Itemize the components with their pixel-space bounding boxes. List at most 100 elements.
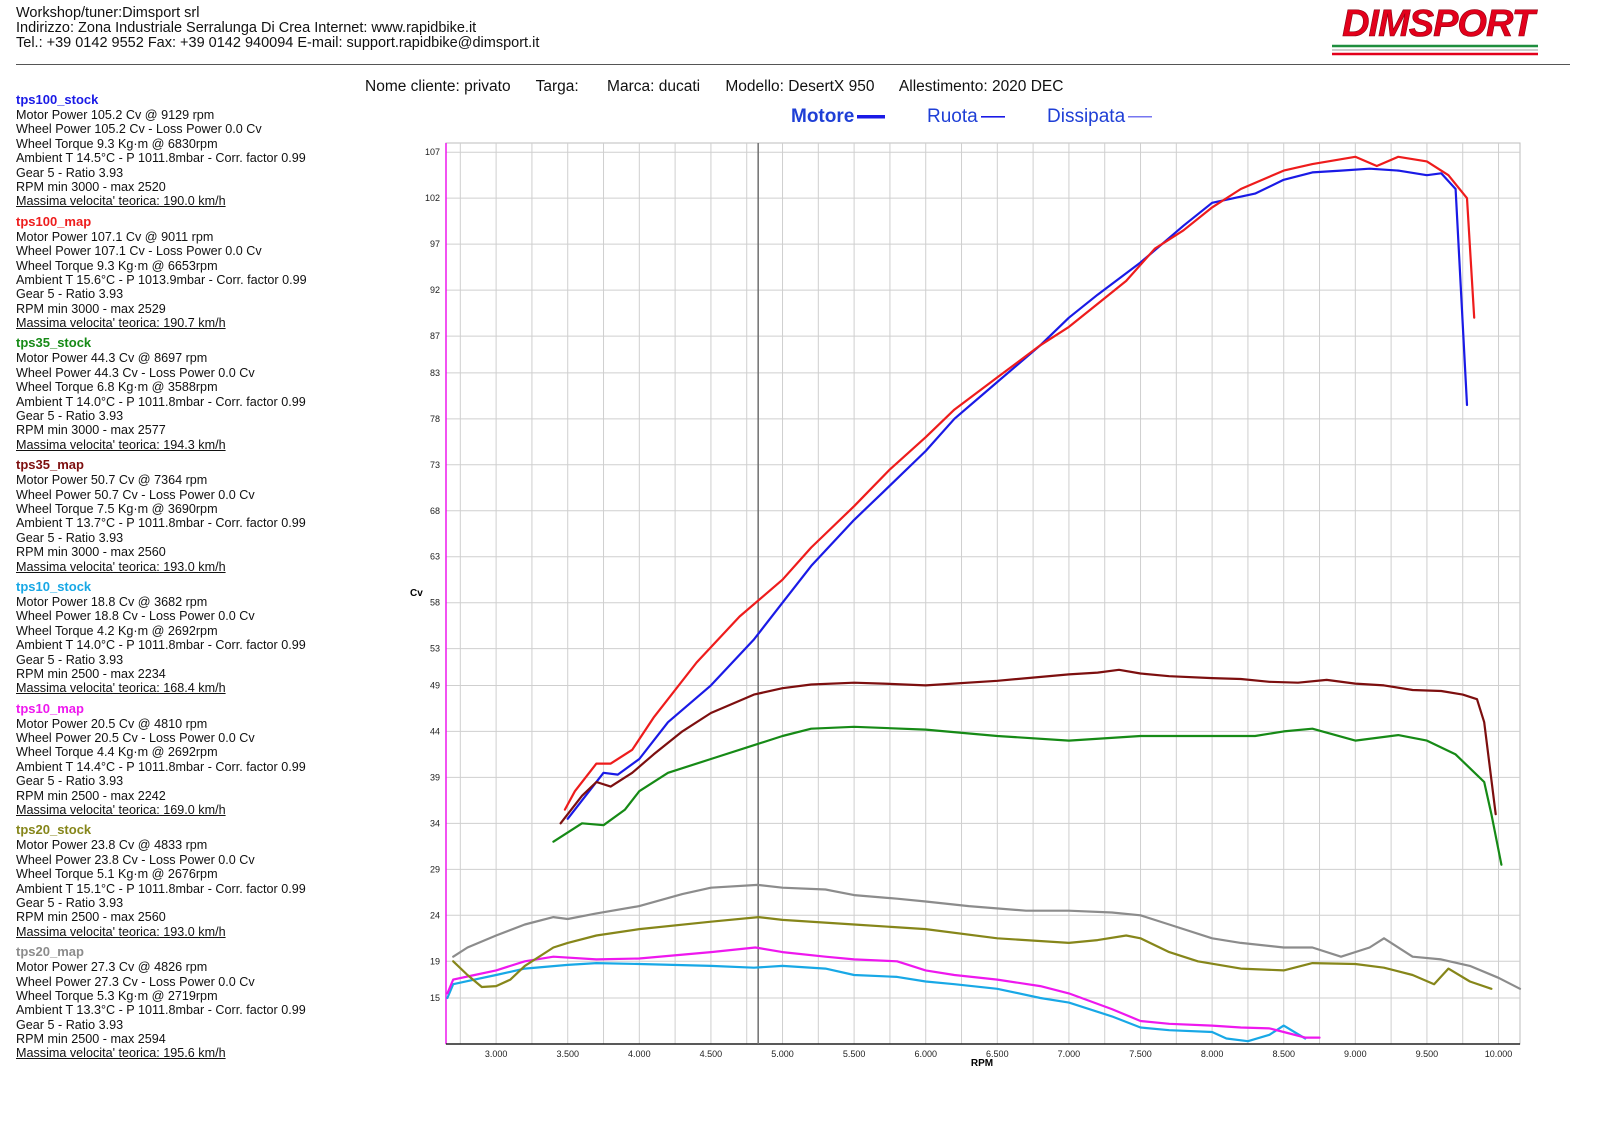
run-line: Ambient T 15.1°C - P 1011.8mbar - Corr. … bbox=[16, 881, 306, 896]
run-line: Ambient T 14.0°C - P 1011.8mbar - Corr. … bbox=[16, 394, 306, 409]
run-line: Motor Power 23.8 Cv @ 4833 rpm bbox=[16, 838, 208, 853]
run-title: tps35_stock bbox=[16, 335, 92, 351]
run-line: Wheel Torque 9.3 Kg·m @ 6653rpm bbox=[16, 258, 218, 273]
x-tick-label: 5.500 bbox=[843, 1049, 866, 1059]
contact-line: Tel.: +39 0142 9552 Fax: +39 0142 940094… bbox=[16, 35, 540, 51]
x-tick-label: 8.500 bbox=[1272, 1049, 1295, 1059]
plate: Targa: bbox=[535, 78, 579, 95]
run-line: RPM min 3000 - max 2560 bbox=[16, 545, 166, 560]
y-tick-label: 39 bbox=[430, 772, 440, 782]
y-tick-label: 97 bbox=[430, 239, 440, 249]
y-tick-label: 73 bbox=[430, 460, 440, 470]
series-line-tps35_map bbox=[559, 668, 1497, 825]
series-line-tps10_stock bbox=[446, 961, 1307, 1043]
run-line: Wheel Torque 4.4 Kg·m @ 2692rpm bbox=[16, 745, 218, 760]
run-line: Gear 5 - Ratio 3.93 bbox=[16, 287, 124, 302]
workshop-line: Workshop/tuner:Dimsport srl bbox=[16, 5, 200, 21]
run-title: tps35_map bbox=[16, 457, 84, 473]
series-line-tps20_map bbox=[452, 883, 1522, 990]
legend-ruota-label: Ruota bbox=[927, 106, 978, 127]
y-axis-label: Cv bbox=[410, 588, 423, 599]
run-line: Wheel Power 105.2 Cv - Loss Power 0.0 Cv bbox=[16, 122, 262, 137]
run-line: Motor Power 50.7 Cv @ 7364 rpm bbox=[16, 473, 208, 488]
run-line: Ambient T 14.5°C - P 1011.8mbar - Corr. … bbox=[16, 151, 306, 166]
run-block: tps100_stock Motor Power 105.2 Cv @ 9129… bbox=[16, 93, 356, 209]
model: Modello: DesertX 950 bbox=[725, 78, 875, 95]
run-line: Gear 5 - Ratio 3.93 bbox=[16, 530, 124, 545]
series-line-tps10_map bbox=[446, 946, 1321, 1039]
y-tick-label: 63 bbox=[430, 552, 440, 562]
x-tick-label: 10.000 bbox=[1485, 1049, 1513, 1059]
run-line: RPM min 2500 - max 2594 bbox=[16, 1032, 166, 1047]
run-line: Gear 5 - Ratio 3.93 bbox=[16, 774, 124, 789]
y-tick-label: 19 bbox=[430, 956, 440, 966]
series-line-tps20_stock bbox=[452, 915, 1493, 990]
run-block: tps20_stock Motor Power 23.8 Cv @ 4833 r… bbox=[16, 823, 356, 939]
x-tick-label: 7.500 bbox=[1129, 1049, 1152, 1059]
x-tick-label: 4.500 bbox=[700, 1049, 723, 1059]
y-tick-label: 49 bbox=[430, 680, 440, 690]
run-vmax: Massima velocita' teorica: 194.3 km/h bbox=[16, 437, 226, 452]
run-line: RPM min 2500 - max 2234 bbox=[16, 666, 166, 681]
legend-motore-swatch bbox=[857, 114, 886, 119]
run-line: Wheel Torque 5.3 Kg·m @ 2719rpm bbox=[16, 988, 218, 1003]
y-tick-label: 44 bbox=[430, 726, 440, 736]
run-line: Gear 5 - Ratio 3.93 bbox=[16, 895, 124, 910]
run-title: tps20_stock bbox=[16, 822, 92, 838]
run-block: tps10_map Motor Power 20.5 Cv @ 4810 rpm… bbox=[16, 701, 356, 818]
run-line: Ambient T 15.6°C - P 1013.9mbar - Corr. … bbox=[16, 272, 307, 287]
x-tick-label: 6.500 bbox=[986, 1049, 1009, 1059]
y-tick-label: 24 bbox=[430, 910, 440, 920]
y-tick-label: 92 bbox=[430, 285, 440, 295]
run-line: Gear 5 - Ratio 3.93 bbox=[16, 652, 124, 667]
run-line: RPM min 2500 - max 2560 bbox=[16, 910, 166, 925]
x-tick-label: 6.000 bbox=[914, 1049, 937, 1059]
run-vmax: Massima velocita' teorica: 195.6 km/h bbox=[16, 1046, 226, 1061]
run-line: Ambient T 14.4°C - P 1011.8mbar - Corr. … bbox=[16, 759, 306, 774]
chart-series bbox=[446, 155, 1522, 1043]
x-axis-label: RPM bbox=[971, 1058, 993, 1069]
run-title: tps10_stock bbox=[16, 578, 92, 594]
run-line: Wheel Torque 7.5 Kg·m @ 3690rpm bbox=[16, 501, 218, 516]
run-line: Ambient T 14.0°C - P 1011.8mbar - Corr. … bbox=[16, 638, 306, 653]
run-block: tps20_map Motor Power 27.3 Cv @ 4826 rpm… bbox=[16, 945, 356, 1061]
run-line: RPM min 3000 - max 2529 bbox=[16, 301, 166, 316]
run-vmax: Massima velocita' teorica: 169.0 km/h bbox=[16, 803, 226, 818]
run-vmax: Massima velocita' teorica: 193.0 km/h bbox=[16, 559, 226, 574]
y-tick-label: 68 bbox=[430, 506, 440, 516]
run-line: RPM min 3000 - max 2520 bbox=[16, 179, 166, 194]
y-tick-label: 34 bbox=[430, 818, 440, 828]
y-tick-label: 102 bbox=[425, 193, 440, 203]
run-line: Ambient T 13.7°C - P 1011.8mbar - Corr. … bbox=[16, 516, 306, 531]
run-line: Wheel Power 18.8 Cv - Loss Power 0.0 Cv bbox=[16, 609, 255, 624]
x-tick-label: 9.500 bbox=[1416, 1049, 1439, 1059]
run-line: Wheel Power 23.8 Cv - Loss Power 0.0 Cv bbox=[16, 852, 255, 867]
run-line: Wheel Power 27.3 Cv - Loss Power 0.0 Cv bbox=[16, 974, 255, 989]
client-name: Nome cliente: privato bbox=[365, 78, 511, 95]
run-title: tps20_map bbox=[16, 944, 84, 960]
run-line: Wheel Power 50.7 Cv - Loss Power 0.0 Cv bbox=[16, 487, 255, 502]
run-line: Motor Power 18.8 Cv @ 3682 rpm bbox=[16, 594, 208, 609]
run-line: Motor Power 20.5 Cv @ 4810 rpm bbox=[16, 716, 208, 731]
run-line: RPM min 2500 - max 2242 bbox=[16, 788, 166, 803]
y-tick-label: 87 bbox=[430, 331, 440, 341]
legend-motore-label: Motore bbox=[791, 106, 855, 127]
logo-text: DIMSPORT bbox=[1342, 3, 1538, 45]
header-divider bbox=[16, 64, 1570, 65]
run-line: Wheel Torque 9.3 Kg·m @ 6830rpm bbox=[16, 136, 218, 151]
run-line: Wheel Torque 4.2 Kg·m @ 2692rpm bbox=[16, 623, 218, 638]
series-line-tps35_stock bbox=[552, 725, 1503, 866]
legend-dissipata-swatch bbox=[1128, 116, 1153, 118]
vehicle-info: Nome cliente: privato Targa: Marca: duca… bbox=[365, 78, 1084, 96]
chart-grid bbox=[445, 142, 1521, 1045]
run-info-panel: tps100_stock Motor Power 105.2 Cv @ 9129… bbox=[16, 93, 356, 1061]
legend-ruota-swatch bbox=[980, 115, 1005, 118]
run-line: Motor Power 27.3 Cv @ 4826 rpm bbox=[16, 960, 208, 975]
trim: Allestimento: 2020 DEC bbox=[898, 78, 1064, 95]
series-line-tps100_map bbox=[563, 155, 1476, 811]
run-title: tps100_stock bbox=[16, 92, 99, 107]
run-line: Gear 5 - Ratio 3.93 bbox=[16, 1017, 124, 1032]
x-tick-label: 7.000 bbox=[1058, 1049, 1081, 1059]
run-vmax: Massima velocita' teorica: 193.0 km/h bbox=[16, 924, 226, 939]
run-title: tps100_map bbox=[16, 213, 92, 229]
